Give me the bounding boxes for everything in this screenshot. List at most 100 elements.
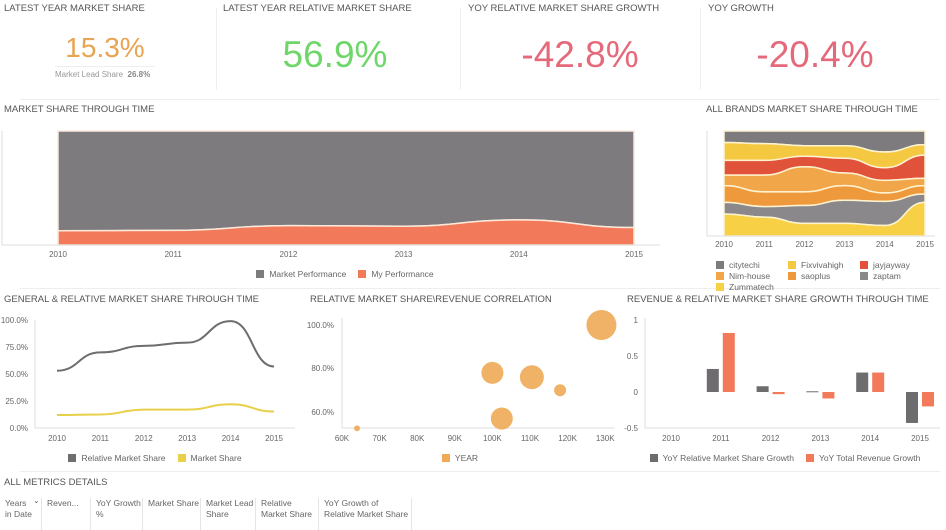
- x-tick-label: 2015: [265, 434, 283, 443]
- line-market-share: [56, 403, 275, 417]
- column-header-years[interactable]: Years in Date ⌄: [0, 496, 42, 530]
- legend-swatch: [256, 270, 265, 278]
- legend-item[interactable]: saoplus: [788, 271, 850, 281]
- x-tick-label: 2013: [394, 250, 413, 259]
- column-header-market-lead-share[interactable]: Market Lead Share: [201, 498, 256, 530]
- x-tick-label: 100K: [483, 434, 502, 443]
- bubble: [354, 425, 361, 432]
- y-tick-label: 50.0%: [5, 369, 28, 379]
- panel-title: ALL BRANDS MARKET SHARE THROUGH TIME: [706, 104, 918, 115]
- legend-swatch: [358, 270, 367, 278]
- y-tick-label: 1: [633, 315, 638, 325]
- bubble: [481, 361, 504, 384]
- legend-item[interactable]: Zummatech: [716, 282, 778, 292]
- kpi-yoy-growth: -20.4%: [756, 34, 874, 75]
- legend-item[interactable]: Nim-house: [716, 271, 778, 281]
- x-tick-label: 80K: [410, 434, 425, 443]
- market-lead-share: Market Lead Share 26.8%: [55, 70, 150, 79]
- column-header-revenue[interactable]: Reven...: [42, 498, 91, 530]
- x-tick-label: 2014: [861, 434, 880, 443]
- kpi-relative-market-share: 56.9%: [282, 34, 388, 75]
- legend-item[interactable]: Fixvivahigh: [788, 260, 850, 270]
- legend-swatch: [860, 272, 868, 280]
- y-tick-label: 0.0%: [9, 423, 28, 433]
- x-tick-label: 2010: [49, 250, 67, 259]
- legend-swatch: [649, 454, 658, 462]
- legend-swatch: [788, 261, 796, 269]
- legend-item[interactable]: Market Share: [177, 453, 242, 463]
- legend-swatch: [716, 272, 724, 280]
- x-tick-label: 2011: [755, 240, 773, 249]
- legend-item[interactable]: My Performance: [358, 269, 434, 279]
- legend-swatch: [860, 261, 868, 269]
- chevron-down-icon[interactable]: ⌄: [33, 496, 40, 505]
- x-tick-label: 2015: [625, 250, 643, 259]
- legend-item[interactable]: jayjayway: [860, 260, 922, 270]
- x-tick-label: 2012: [761, 434, 780, 443]
- legend-item[interactable]: YoY Total Revenue Growth: [805, 453, 921, 463]
- x-tick-label: 130K: [595, 434, 615, 443]
- legend-label: Relative Market Share: [81, 453, 166, 463]
- panel-title: REVENUE & RELATIVE MARKET SHARE GROWTH T…: [627, 294, 929, 305]
- legend-item[interactable]: citytechi: [716, 260, 778, 270]
- x-tick-label: 2013: [835, 240, 854, 249]
- y-tick-label: 0.5: [626, 351, 638, 361]
- y-tick-label: 100.0%: [306, 320, 334, 330]
- legend-swatch: [788, 272, 796, 280]
- x-tick-label: 2015: [916, 240, 934, 249]
- chart-legend: citytechi Fixvivahigh jayjayway Nim-house sa…: [716, 260, 941, 292]
- x-tick-label: 2012: [134, 434, 153, 443]
- kpi-title: YOY GROWTH: [708, 3, 774, 14]
- y-tick-label: 80.0%: [311, 364, 334, 373]
- x-tick-label: 2013: [811, 434, 830, 443]
- x-tick-label: 2013: [178, 434, 197, 443]
- y-tick-label: 25.0%: [5, 396, 28, 406]
- bar-yoy-total-revenue-growth: [922, 392, 934, 407]
- chart-legend: YEAR: [340, 453, 580, 463]
- column-header-relative-market-share[interactable]: Relative Market Share: [256, 498, 319, 530]
- bar-yoy-relative-market-share-growth: [706, 368, 719, 392]
- column-header-yoy-growth-relative[interactable]: YoY Growth of Relative Market Share: [319, 498, 412, 530]
- legend-label: jayjayway: [873, 260, 910, 270]
- x-tick-label: 2011: [712, 434, 730, 443]
- x-tick-label: 2010: [715, 240, 733, 249]
- y-tick-label: 0: [633, 387, 638, 397]
- legend-item[interactable]: Relative Market Share: [68, 453, 166, 463]
- x-tick-label: 2011: [164, 250, 182, 259]
- bar-yoy-relative-market-share-growth: [906, 392, 918, 423]
- legend-item[interactable]: YEAR: [441, 453, 479, 463]
- x-tick-label: 2011: [91, 434, 109, 443]
- market-lead-label: Market Lead Share: [55, 70, 124, 79]
- legend-swatch: [68, 454, 77, 462]
- y-tick-label: 75.0%: [5, 342, 28, 352]
- kpi-title: LATEST YEAR RELATIVE MARKET SHARE: [223, 3, 412, 14]
- column-header-years-label: Years in Date: [5, 498, 32, 519]
- panel-title: ALL METRICS DETAILS: [4, 477, 108, 488]
- legend-item[interactable]: zaptam: [860, 271, 922, 281]
- x-tick-label: 60K: [334, 434, 350, 443]
- legend-swatch: [716, 261, 724, 269]
- chart-legend: Relative Market Share Market Share: [40, 453, 270, 463]
- legend-item[interactable]: Market Performance: [256, 269, 346, 279]
- kpi-title: LATEST YEAR MARKET SHARE: [4, 3, 145, 14]
- chart-legend: YoY Relative Market Share Growth YoY Tota…: [640, 453, 930, 463]
- x-tick-label: 2014: [875, 240, 894, 249]
- kpi-market-share: 15.3%: [65, 32, 145, 63]
- bar-yoy-total-revenue-growth: [772, 392, 785, 395]
- y-tick-label: 100.0%: [0, 315, 28, 325]
- area-market-performance: [57, 130, 635, 232]
- legend-label: YoY Total Revenue Growth: [818, 453, 921, 463]
- chart-legend: Market Performance My Performance: [160, 269, 530, 279]
- x-tick-label: 2015: [911, 434, 929, 443]
- legend-label: YEAR: [454, 453, 479, 463]
- legend-swatch: [716, 283, 724, 291]
- y-tick-label: -0.5: [624, 423, 638, 433]
- bubble: [490, 407, 513, 430]
- market-lead-value: 26.8%: [127, 70, 151, 79]
- bar-yoy-relative-market-share-growth: [806, 391, 819, 393]
- column-header-yoy-growth[interactable]: YoY Growth %: [91, 498, 143, 530]
- legend-item[interactable]: YoY Relative Market Share Growth: [649, 453, 794, 463]
- column-header-market-share[interactable]: Market Share: [143, 498, 201, 530]
- x-tick-label: 110K: [520, 434, 540, 443]
